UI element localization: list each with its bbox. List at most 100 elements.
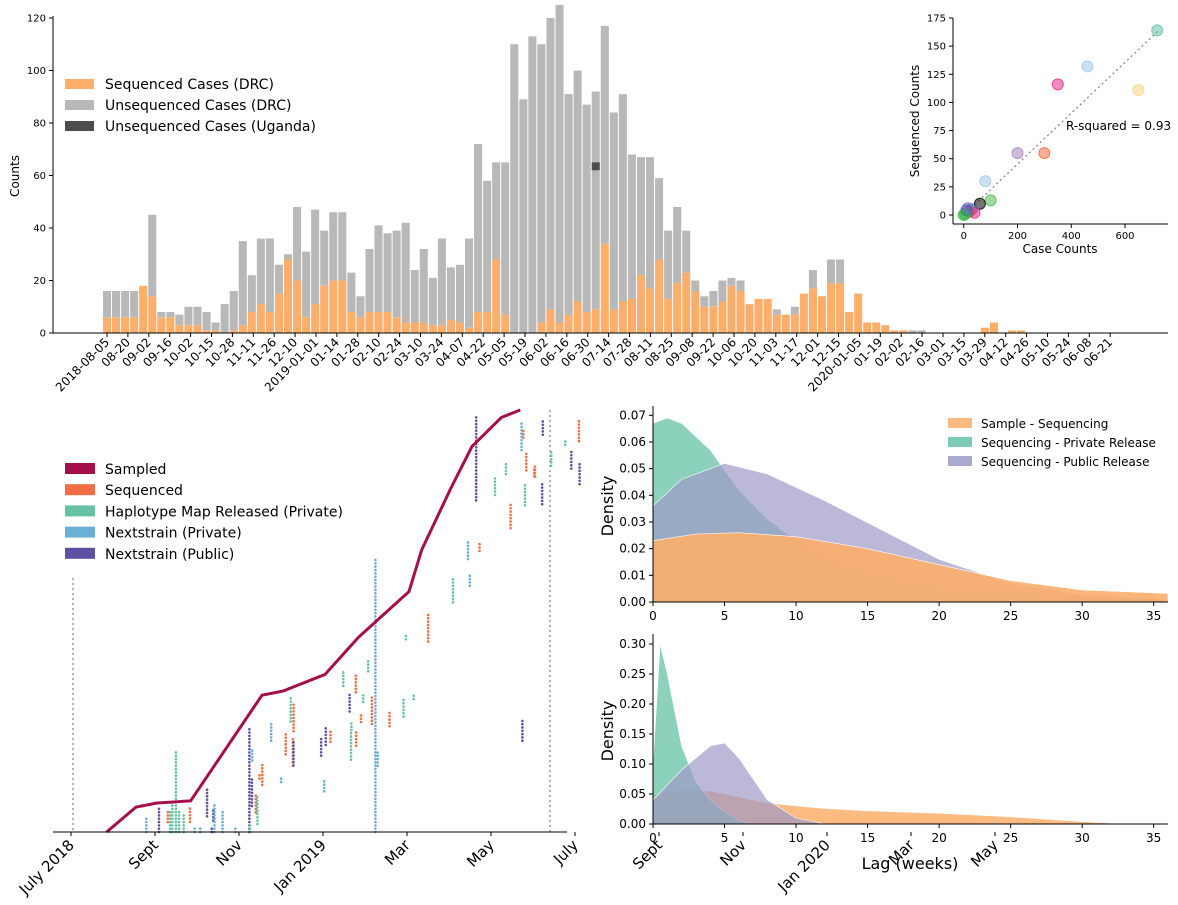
timeline-dot	[374, 734, 377, 738]
timeline-dot	[348, 703, 351, 707]
bar-sequenced	[392, 317, 401, 333]
bar-unsequenced	[148, 214, 157, 297]
bar-sequenced	[356, 317, 365, 333]
timeline-dot	[260, 767, 264, 770]
timeline-dot	[248, 787, 251, 791]
bar-sequenced	[709, 306, 718, 333]
timeline-dot	[374, 611, 377, 615]
y-tick-label: 0.05	[619, 462, 646, 476]
bar-unsequenced	[609, 112, 618, 310]
timeline-dot	[374, 771, 377, 774]
timeline-dot	[354, 677, 358, 681]
timeline-dot	[174, 807, 178, 811]
timeline-dot	[248, 804, 251, 807]
timeline-dot	[474, 449, 478, 452]
timeline-dot	[577, 436, 581, 440]
x-tick-label: 0	[649, 609, 657, 623]
bar-sequenced	[827, 283, 836, 333]
legend-label: Sequenced Cases (DRC)	[105, 77, 274, 93]
timeline-dot	[248, 737, 251, 741]
timeline-dot	[540, 499, 544, 503]
x-tick-label: 200	[1008, 231, 1027, 242]
scatter-point	[1038, 147, 1051, 160]
timeline-dot	[284, 752, 287, 756]
timeline-dot	[478, 549, 481, 553]
timeline-dot	[205, 808, 209, 811]
legend-swatch	[65, 463, 95, 474]
timeline-dot	[374, 727, 377, 731]
timeline-dot	[361, 697, 365, 700]
bar-unsequenced	[130, 291, 139, 318]
y-tick-label: 0.06	[619, 435, 646, 449]
timeline-dot	[354, 734, 358, 738]
bar-sequenced	[238, 325, 247, 333]
timeline-dot	[250, 801, 254, 805]
timeline-dot	[157, 820, 161, 824]
bar-sequenced	[193, 325, 202, 333]
timeline-dot	[520, 425, 523, 429]
timeline-dot	[451, 594, 455, 598]
bar-sequenced	[691, 291, 700, 333]
timeline-dot	[374, 598, 377, 602]
timeline-dot	[474, 485, 478, 489]
bar-unsequenced	[419, 249, 428, 323]
timeline-dot	[474, 492, 478, 496]
timeline-dot	[292, 726, 295, 730]
legend-label: Sample - Sequencing	[981, 417, 1108, 431]
bar-unsequenced	[582, 104, 591, 312]
bar-sequenced	[130, 317, 139, 333]
timeline-dot	[474, 422, 478, 426]
timeline-dot	[292, 760, 295, 764]
timeline-dot	[248, 824, 252, 827]
timeline-dot	[374, 717, 377, 721]
bar-sequenced	[437, 325, 446, 333]
timeline-dot	[350, 722, 353, 725]
bar-unsequenced	[293, 207, 302, 281]
x-tick-label: 30	[1075, 609, 1090, 623]
timeline-dot	[234, 827, 237, 830]
x-axis-label: Case Counts	[1022, 242, 1097, 256]
timeline-dot	[563, 443, 567, 447]
timeline-dot	[174, 797, 178, 801]
timeline-dot	[221, 814, 224, 817]
timeline-dot	[354, 674, 358, 677]
bar-sequenced	[546, 309, 555, 333]
timeline-dot	[205, 788, 209, 792]
timeline-dot	[182, 814, 185, 817]
timeline-dot	[174, 817, 178, 821]
timeline-dot	[474, 462, 478, 466]
timeline-dot	[374, 704, 377, 708]
x-tick-label: 20	[931, 831, 946, 845]
bar-sequenced	[745, 304, 754, 333]
bar-sequenced	[655, 259, 664, 333]
timeline-dot	[366, 669, 370, 673]
legend-swatch	[65, 100, 94, 110]
timeline-dot	[370, 716, 374, 719]
timeline-dot	[402, 705, 405, 708]
timeline-dot	[188, 807, 192, 810]
timeline-dot	[342, 674, 345, 678]
timeline-dot	[319, 741, 323, 744]
kde-kde_top: 0.00 0.01 0.02 0.03 0.04 0.05 0.06 0.07 0 5 10 15 20…	[598, 406, 1169, 623]
bar-unsequenced	[700, 296, 709, 307]
bar-sequenced	[790, 314, 799, 333]
timeline-dot	[260, 776, 264, 780]
timeline-dot	[374, 810, 377, 814]
timeline-dot	[504, 472, 508, 476]
scatter-point	[961, 202, 974, 215]
timeline-dot	[260, 763, 264, 767]
bar-unsequenced	[401, 222, 410, 323]
timeline-dot	[269, 722, 273, 726]
bar-sequenced	[157, 317, 166, 333]
timeline-dot	[474, 499, 478, 502]
timeline-dot	[426, 636, 430, 640]
legend-label: Haplotype Map Released (Private)	[105, 504, 343, 520]
timeline-dot	[402, 708, 405, 712]
timeline-dot	[374, 724, 377, 728]
bar-sequenced	[501, 314, 510, 333]
timeline-dot	[532, 468, 536, 471]
timeline-dot	[374, 804, 377, 807]
timeline-dot	[509, 520, 512, 523]
timeline-dot	[205, 814, 209, 818]
timeline-dot	[541, 426, 545, 430]
